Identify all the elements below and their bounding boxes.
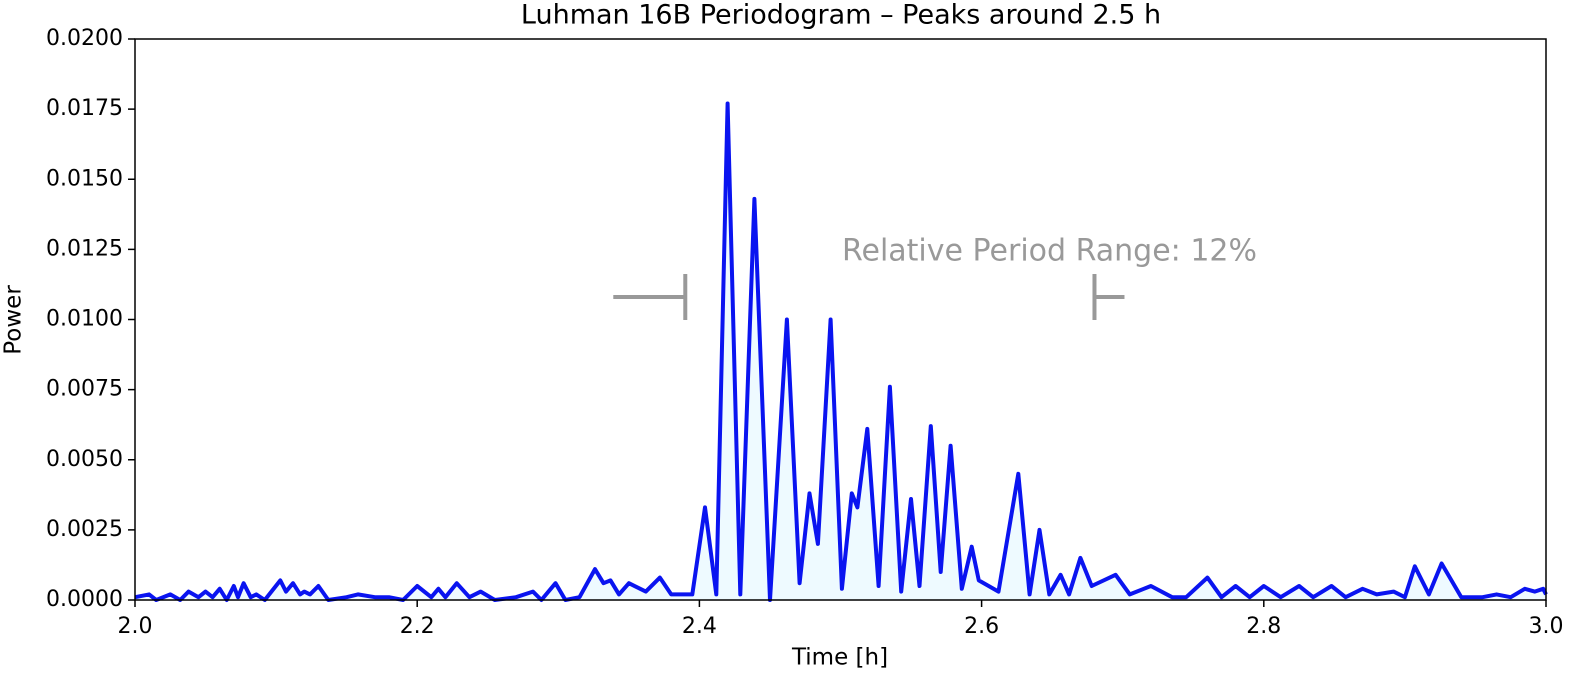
annotation-text: Relative Period Range: 12%: [842, 234, 1257, 269]
y-tick-label: 0.0125: [46, 236, 123, 261]
y-tick-label: 0.0000: [46, 587, 123, 612]
x-tick-label: 2.0: [118, 614, 153, 639]
y-axis-label: Power: [1, 285, 27, 355]
x-axis-label: Time [h]: [791, 645, 888, 671]
y-tick-label: 0.0100: [46, 307, 123, 332]
y-tick-label: 0.0075: [46, 377, 123, 402]
x-tick-label: 2.4: [682, 614, 717, 639]
y-tick-label: 0.0150: [46, 166, 123, 191]
x-tick-label: 2.8: [1246, 614, 1281, 639]
y-tick-label: 0.0200: [46, 26, 123, 51]
line: [134, 101, 1548, 602]
x-tick-label: 2.6: [964, 614, 999, 639]
chart-title: Luhman 16B Periodogram – Peaks around 2.…: [521, 0, 1161, 31]
x-tick-label: 3.0: [1529, 614, 1564, 639]
y-tick-label: 0.0025: [46, 517, 123, 542]
x-tick-label: 2.2: [400, 614, 435, 639]
y-tick-label: 0.0175: [46, 96, 123, 121]
y-tick-label: 0.0050: [46, 447, 123, 472]
